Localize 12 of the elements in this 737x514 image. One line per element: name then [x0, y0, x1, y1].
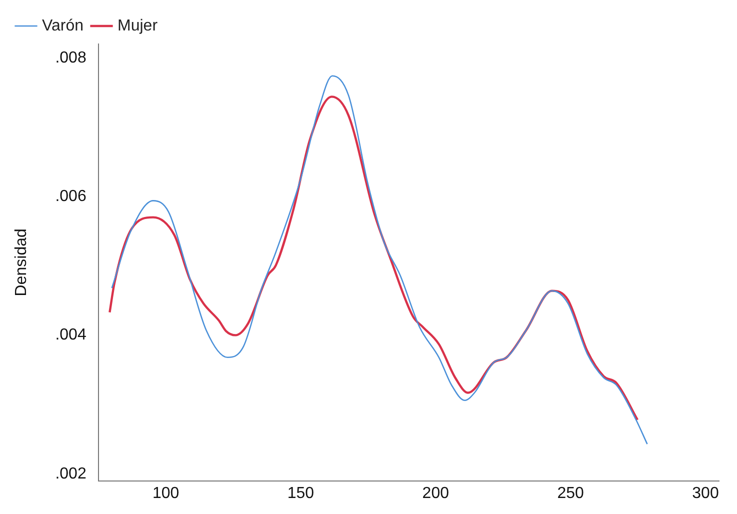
y-tick-label: .006 [55, 188, 86, 205]
x-tick-label: 150 [287, 484, 314, 502]
x-tick-label: 300 [692, 484, 719, 502]
x-tick-label: 100 [152, 484, 180, 502]
y-tick-label: .002 [55, 465, 86, 482]
legend-label: Varón [42, 17, 84, 34]
legend-label: Mujer [118, 17, 158, 34]
y-tick-label: .004 [55, 326, 86, 344]
x-tick-label: 200 [422, 484, 450, 502]
y-axis-title: Densidad [13, 228, 30, 296]
y-tick-label: .008 [55, 49, 86, 66]
x-tick-label: 250 [557, 484, 584, 502]
